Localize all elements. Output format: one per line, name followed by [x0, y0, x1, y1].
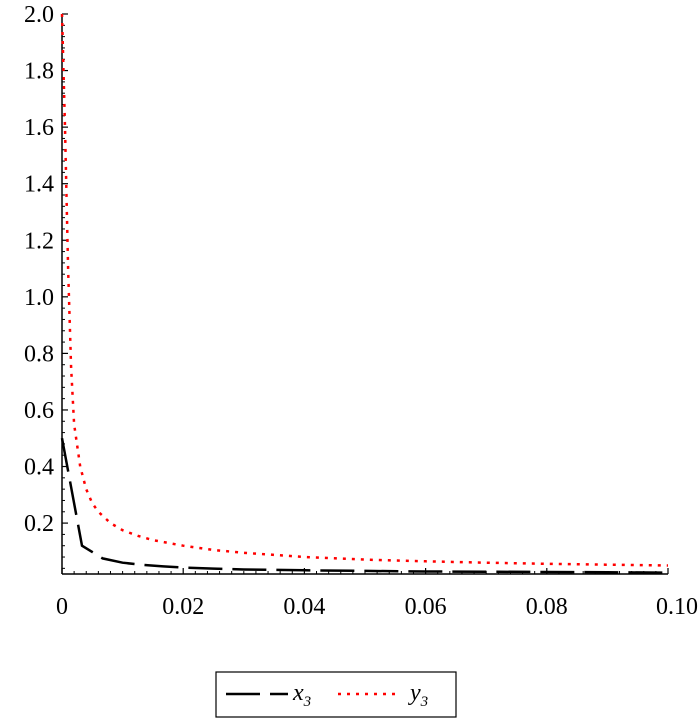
legend-label-y3: y3 [408, 680, 428, 710]
y-tick-label: 0.8 [24, 341, 54, 367]
legend-label-x3: x3 [292, 680, 311, 710]
y-tick-label: 1.4 [24, 172, 54, 198]
legend-label-subscript: 3 [303, 694, 312, 710]
y-tick-label: 1.2 [24, 228, 54, 254]
series-line-x3 [60, 437, 669, 574]
y-tick-label: 0.6 [24, 398, 54, 424]
legend-label-subscript: 3 [420, 694, 429, 710]
x-tick-label: 0.02 [162, 594, 204, 620]
x-tick-label: 0.10 [656, 594, 698, 620]
x-tick-label: 0.06 [405, 594, 447, 620]
x-tick-label: 0 [56, 594, 68, 620]
y-tick-label: 0.4 [24, 455, 54, 481]
x-tick-label: 0.04 [283, 594, 325, 620]
y-tick-label: 1.0 [24, 285, 54, 311]
y-tick-label: 2.0 [24, 2, 54, 28]
series-line-y3 [60, 13, 669, 567]
axes: 0.2 0.4 0.6 0.8 1.0 1.2 1.4 1.6 1.8 2.0 0 0.02 0.04 0… [24, 2, 698, 620]
y-tick-label: 1.8 [24, 59, 54, 85]
legend-label-base: y [408, 680, 421, 706]
y-tick-label: 1.6 [24, 115, 54, 141]
x-tick-label: 0.08 [526, 594, 568, 620]
legend: x3 y3 [215, 671, 457, 718]
y-tick-label: 0.2 [24, 511, 54, 537]
series-group [60, 13, 669, 574]
legend-label-base: x [292, 680, 304, 706]
